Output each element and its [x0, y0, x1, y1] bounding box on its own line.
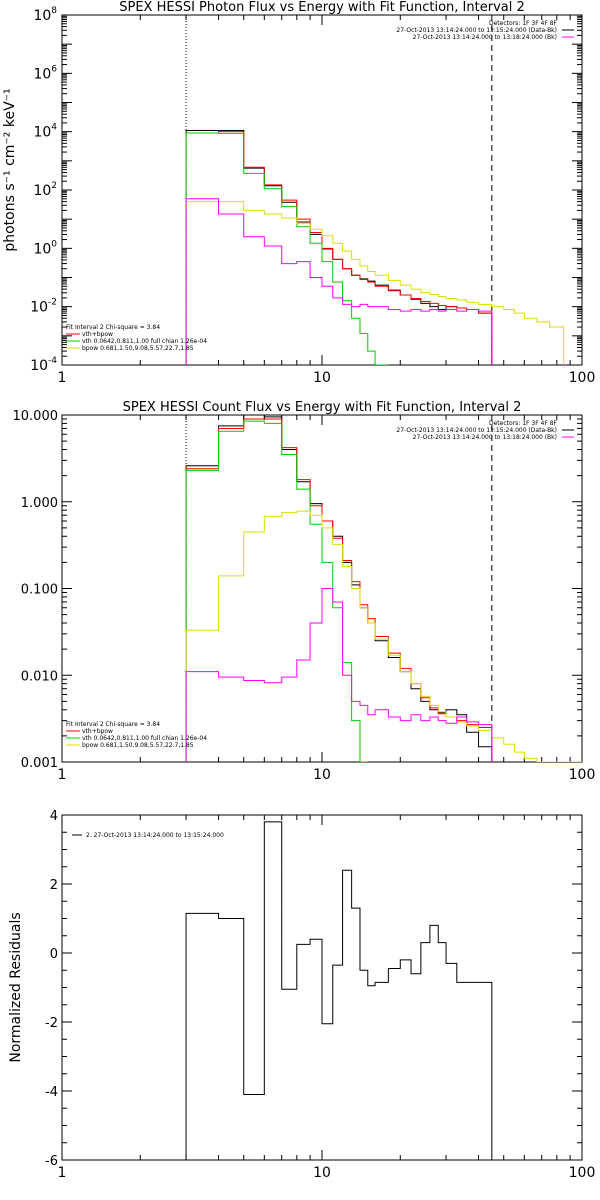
y-tick-label: 104: [33, 123, 57, 141]
series-model_total-line: [185, 131, 493, 365]
y-tick-label: -6: [45, 1154, 58, 1169]
y-tick-label: 10.000: [13, 409, 59, 424]
legend-top-line: 27-Oct-2013 13:14:24.000 to 13:15:24.000…: [396, 27, 557, 34]
legend-bottom-line: bpow 0.681,1.50,9.08,5.57,22.7,1.85: [82, 345, 194, 352]
x-tick-label: 10: [313, 767, 331, 783]
legend-bottom-line: Fit Interval 2 Chi-square = 3.84: [66, 721, 160, 728]
panel-3: 1 10 100 -6 -4 -2 0 2 4 Normalized Residuals 2. 27…: [8, 809, 595, 1181]
x-tick-label: 1: [58, 767, 67, 783]
x-tick-label: 100: [569, 370, 596, 386]
x-tick-label: 10: [313, 370, 331, 386]
legend-top-line: 27-Oct-2013 13:14:24.000 to 13:18:24.000…: [413, 434, 557, 441]
series-data-line: [185, 821, 493, 1160]
y-axis-label: Normalized Residuals: [8, 912, 24, 1062]
series-data-line: [185, 415, 493, 762]
panel-2: SPEX HESSI Count Flux vs Energy with Fit…: [13, 400, 596, 783]
series-background-line: [185, 588, 493, 762]
legend-bottom-line: vth 0.0642,0.811,1.00 full chian 1.26e-0…: [82, 338, 207, 345]
chart-title: SPEX HESSI Photon Flux vs Energy with Fi…: [119, 0, 525, 15]
y-tick-label: -4: [45, 1085, 58, 1100]
x-tick-label: 100: [569, 767, 596, 783]
legend-top-line: 27-Oct-2013 13:14:24.000 to 13:18:24.000…: [413, 34, 557, 41]
chart-title: SPEX HESSI Count Flux vs Energy with Fit…: [123, 400, 522, 415]
legend-bottom-line: vth+bpow: [82, 331, 113, 338]
series-vth-line: [185, 420, 368, 762]
legend-line: 2. 27-Oct-2013 13:14:24.000 to 13:15:24.…: [86, 832, 224, 839]
x-tick-label: 10: [313, 1165, 331, 1181]
y-tick-label: 4: [50, 809, 58, 824]
series-bpow-line: [185, 201, 565, 365]
legend-top-line: 27-Oct-2013 13:14:24.000 to 13:15:24.000…: [396, 427, 557, 434]
y-tick-label: 10-2: [30, 298, 57, 316]
legend-top-line: Detectors: 1F 3F 4F 8F: [489, 420, 558, 427]
y-tick-label: 10-4: [30, 356, 57, 374]
series-vth-line: [185, 132, 389, 365]
legend-bottom-line: Fit Interval 2 Chi-square = 3.84: [66, 324, 160, 331]
plot-frame: [61, 14, 583, 366]
series-data-line: [185, 129, 493, 365]
panel-1: SPEX HESSI Photon Flux vs Energy with Fi…: [2, 0, 595, 386]
y-tick-label: 102: [33, 181, 57, 199]
legend-bottom-line: vth 0.0642,0.811,1.00 full chian 1.26e-0…: [82, 735, 207, 742]
legend-bottom-line: bpow 0.681,1.50,9.08,5.57,22.7,1.85: [82, 742, 194, 749]
y-tick-label: 0: [50, 947, 58, 962]
y-tick-label: 0.100: [21, 583, 58, 598]
y-tick-label: 1.000: [21, 496, 58, 511]
x-tick-label: 1: [58, 1165, 67, 1181]
y-tick-label: 0.010: [21, 669, 58, 684]
legend-top-line: Detectors: 1F 3F 4F 8F: [489, 20, 558, 27]
y-tick-label: 100: [33, 239, 57, 257]
y-tick-label: 0.001: [21, 756, 58, 771]
y-tick-label: 108: [33, 6, 57, 24]
series-bpow-line: [185, 510, 582, 762]
y-tick-label: 106: [33, 64, 57, 82]
series-background-line: [185, 198, 493, 365]
y-tick-label: 2: [50, 878, 58, 893]
legend-bottom-line: vth+bpow: [82, 728, 113, 735]
y-tick-label: -2: [45, 1016, 58, 1031]
y-axis-label: photons s⁻¹ cm⁻² keV⁻¹: [2, 88, 18, 251]
x-tick-label: 1: [58, 370, 67, 386]
x-tick-label: 100: [569, 1165, 596, 1181]
